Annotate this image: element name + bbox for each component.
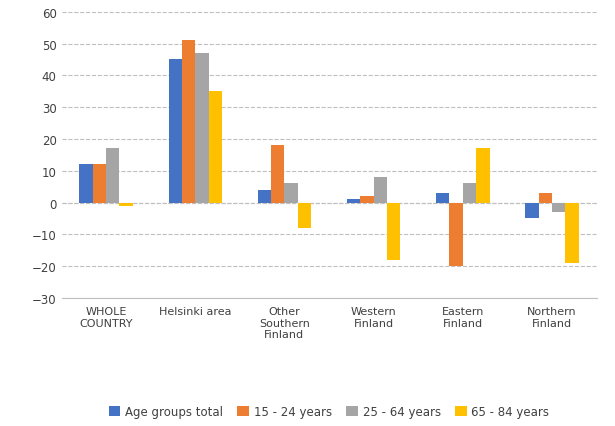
Bar xyxy=(258,190,271,203)
Bar xyxy=(436,193,450,203)
Bar xyxy=(462,184,476,203)
Bar xyxy=(298,203,311,228)
Bar xyxy=(284,184,298,203)
Bar xyxy=(552,203,565,213)
Bar xyxy=(450,203,462,267)
Bar xyxy=(539,193,552,203)
Bar xyxy=(93,165,106,203)
Bar xyxy=(373,178,387,203)
Bar xyxy=(169,60,182,203)
Bar xyxy=(360,197,373,203)
Bar xyxy=(476,149,490,203)
Bar xyxy=(182,41,196,203)
Bar xyxy=(387,203,400,260)
Bar xyxy=(208,92,222,203)
Bar xyxy=(119,203,133,206)
Bar xyxy=(525,203,539,219)
Bar xyxy=(565,203,579,263)
Bar xyxy=(79,165,93,203)
Bar xyxy=(347,200,360,203)
Bar xyxy=(196,54,208,203)
Bar xyxy=(271,146,284,203)
Legend: Age groups total, 15 - 24 years, 25 - 64 years, 65 - 84 years: Age groups total, 15 - 24 years, 25 - 64… xyxy=(109,405,549,418)
Bar xyxy=(106,149,119,203)
